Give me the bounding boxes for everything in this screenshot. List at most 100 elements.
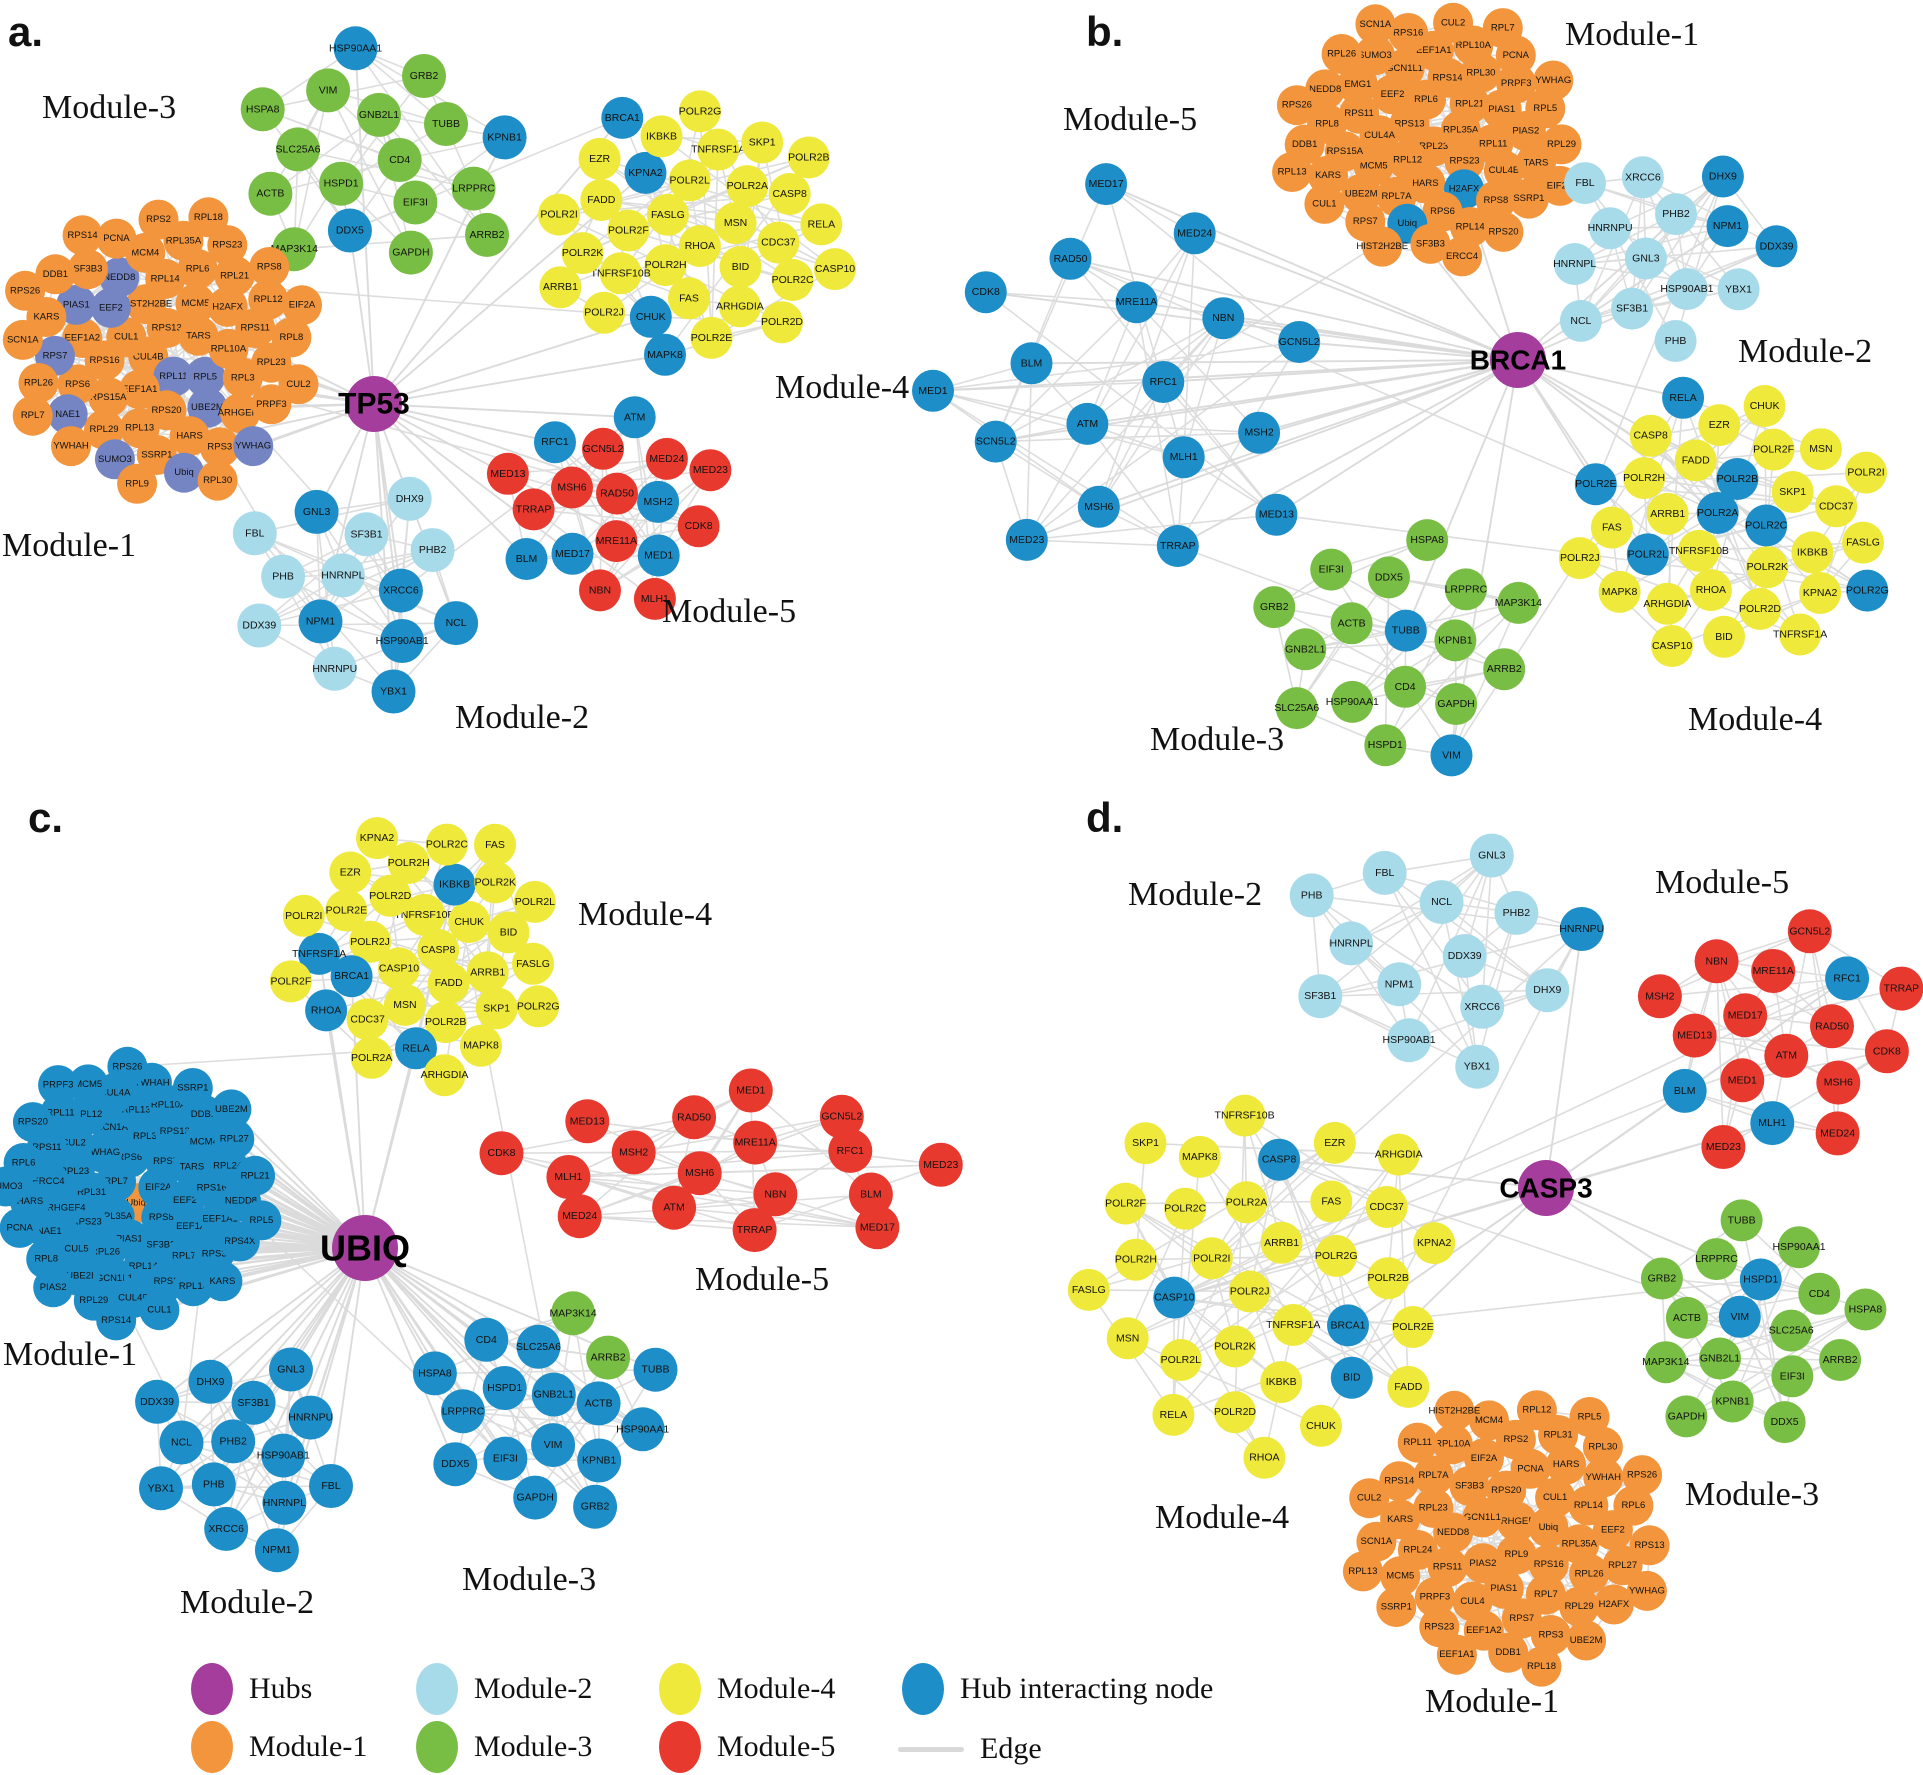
node-c-HSPD1[interactable]: HSPD1 (482, 1366, 527, 1410)
node-b-YBX1[interactable]: YBX1 (1717, 268, 1760, 311)
node-b-CHUK[interactable]: CHUK (1743, 385, 1786, 427)
node-d-RHOA[interactable]: RHOA (1243, 1436, 1286, 1479)
node-d-SF3B1[interactable]: SF3B1 (1298, 974, 1343, 1019)
node-a-CASP8[interactable]: CASP8 (768, 173, 811, 215)
node-b-POLR2E[interactable]: POLR2E (1574, 463, 1617, 506)
node-d-RPL11[interactable]: RPL11 (1397, 1422, 1438, 1463)
node-b-NBN[interactable]: NBN (1202, 297, 1245, 340)
node-a-FADD[interactable]: FADD (580, 179, 623, 221)
node-b-SCN1A[interactable]: SCN1A (1355, 4, 1396, 45)
node-c-POLR2C[interactable]: POLR2C (426, 823, 468, 866)
node-a-POLR2B[interactable]: POLR2B (787, 136, 830, 179)
node-b-POLR2J[interactable]: POLR2J (1558, 537, 1601, 580)
node-a-EIF2A[interactable]: EIF2A (282, 285, 322, 326)
node-a-SKP1[interactable]: SKP1 (741, 121, 784, 164)
node-b-BLM[interactable]: BLM (1010, 342, 1053, 385)
node-c-NCL[interactable]: NCL (159, 1420, 204, 1465)
node-d-NPM1[interactable]: NPM1 (1377, 962, 1422, 1007)
node-a-ARRB1[interactable]: ARRB1 (539, 266, 582, 309)
node-d-RAD50[interactable]: RAD50 (1810, 1004, 1854, 1049)
node-c-POLR2E[interactable]: POLR2E (325, 889, 368, 932)
node-d-POLR2B[interactable]: POLR2B (1367, 1257, 1410, 1300)
node-c-POLR2A[interactable]: POLR2A (350, 1036, 393, 1079)
node-a-NPM1[interactable]: NPM1 (298, 599, 343, 644)
node-a-POLR2G[interactable]: POLR2G (679, 90, 722, 133)
node-d-RPL18[interactable]: RPL18 (1521, 1646, 1562, 1687)
node-d-YBX1[interactable]: YBX1 (1455, 1044, 1500, 1089)
node-a-MED24[interactable]: MED24 (645, 437, 688, 480)
node-c-MED1[interactable]: MED1 (728, 1068, 773, 1113)
node-d-HSPA8[interactable]: HSPA8 (1844, 1288, 1887, 1331)
node-a-EZR[interactable]: EZR (578, 137, 621, 180)
node-d-POLR2H[interactable]: POLR2H (1115, 1238, 1157, 1281)
node-a-HNRNPU[interactable]: HNRNPU (312, 646, 357, 691)
node-b-VIM[interactable]: VIM (1430, 734, 1473, 777)
node-c-XRCC6[interactable]: XRCC6 (204, 1506, 249, 1551)
node-c-MAPK8[interactable]: MAPK8 (460, 1024, 502, 1067)
node-d-NCL[interactable]: NCL (1419, 880, 1464, 925)
node-b-DDX39[interactable]: DDX39 (1755, 225, 1798, 268)
node-c-MLH1[interactable]: MLH1 (546, 1155, 591, 1199)
node-b-MED1[interactable]: MED1 (912, 369, 954, 412)
node-c-POLR2L[interactable]: POLR2L (513, 880, 556, 923)
node-a-FAS[interactable]: FAS (668, 277, 710, 320)
node-d-RPL29[interactable]: RPL29 (1559, 1586, 1600, 1627)
node-b-TNFRSF1A[interactable]: TNFRSF1A (1773, 613, 1827, 656)
node-a-GAPDH[interactable]: GAPDH (388, 230, 433, 275)
node-c-ARRB2[interactable]: ARRB2 (586, 1335, 631, 1380)
node-a-POLR2I[interactable]: POLR2I (538, 193, 581, 236)
node-c-DHX9[interactable]: DHX9 (188, 1359, 233, 1404)
node-b-RPL26[interactable]: RPL26 (1321, 34, 1362, 74)
node-b-RFC1[interactable]: RFC1 (1142, 361, 1185, 403)
node-b-GNB2L1[interactable]: GNB2L1 (1284, 628, 1327, 671)
node-d-HSP90AA1[interactable]: HSP90AA1 (1772, 1226, 1826, 1269)
node-d-GNL3[interactable]: GNL3 (1469, 833, 1514, 878)
node-c-HNRNPU[interactable]: HNRNPU (288, 1395, 333, 1440)
node-c-ATM[interactable]: ATM (652, 1185, 697, 1230)
node-d-FASLG[interactable]: FASLG (1067, 1268, 1110, 1311)
node-b-SKP1[interactable]: SKP1 (1771, 471, 1814, 513)
node-b-MLH1[interactable]: MLH1 (1162, 436, 1205, 479)
node-d-HSP90AB1[interactable]: HSP90AB1 (1383, 1018, 1436, 1063)
node-b-EZR[interactable]: EZR (1698, 404, 1741, 447)
node-c-MRE11A[interactable]: MRE11A (733, 1120, 778, 1165)
node-c-CDC37[interactable]: CDC37 (346, 998, 389, 1041)
node-a-CDC37[interactable]: CDC37 (757, 221, 800, 264)
node-d-BID[interactable]: BID (1330, 1356, 1373, 1399)
node-b-ACTB[interactable]: ACTB (1330, 602, 1373, 645)
node-c-KPNB1[interactable]: KPNB1 (577, 1438, 622, 1483)
node-b-GNL3[interactable]: GNL3 (1624, 237, 1667, 280)
node-b-BID[interactable]: BID (1703, 615, 1745, 658)
node-d-DDX39[interactable]: DDX39 (1442, 934, 1487, 978)
node-d-MRE11A[interactable]: MRE11A (1751, 949, 1796, 993)
node-a-CHUK[interactable]: CHUK (629, 295, 672, 338)
node-b-HSP90AA1[interactable]: HSP90AA1 (1326, 680, 1379, 723)
node-d-DDX5[interactable]: DDX5 (1763, 1401, 1806, 1444)
node-a-CUL2[interactable]: CUL2 (278, 364, 319, 405)
node-c-GNL3[interactable]: GNL3 (269, 1347, 313, 1392)
node-a-NBN[interactable]: NBN (579, 569, 621, 612)
node-a-VIM[interactable]: VIM (306, 68, 351, 113)
node-d-FAS[interactable]: FAS (1310, 1180, 1353, 1223)
node-d-RPS13[interactable]: RPS13 (1629, 1525, 1670, 1566)
node-d-POLR2J[interactable]: POLR2J (1228, 1270, 1271, 1313)
node-b-POLR2H[interactable]: POLR2H (1623, 457, 1665, 500)
node-b-SF3B1[interactable]: SF3B1 (1611, 287, 1653, 330)
node-a-CASP10[interactable]: CASP10 (814, 248, 856, 291)
node-d-GAPDH[interactable]: GAPDH (1665, 1395, 1708, 1438)
node-c-DDX5[interactable]: DDX5 (433, 1442, 478, 1487)
node-a-RELA[interactable]: RELA (800, 203, 843, 246)
node-b-XRCC6[interactable]: XRCC6 (1621, 156, 1664, 199)
node-b-HSPD1[interactable]: HSPD1 (1364, 724, 1407, 767)
node-c-EIF3I[interactable]: EIF3I (483, 1436, 528, 1481)
node-c-ACTB[interactable]: ACTB (576, 1381, 621, 1426)
hub-CASP3[interactable]: CASP3 (1499, 1160, 1593, 1216)
node-a-RPS14[interactable]: RPS14 (62, 215, 103, 256)
node-a-ARRB2[interactable]: ARRB2 (465, 212, 509, 257)
node-b-PHB[interactable]: PHB (1654, 320, 1697, 362)
node-a-IKBKB[interactable]: IKBKB (640, 115, 683, 158)
node-a-DHX9[interactable]: DHX9 (387, 476, 432, 521)
node-d-MAPK8[interactable]: MAPK8 (1178, 1135, 1221, 1178)
node-a-MSH6[interactable]: MSH6 (551, 466, 593, 509)
node-d-MLH1[interactable]: MLH1 (1750, 1101, 1795, 1146)
